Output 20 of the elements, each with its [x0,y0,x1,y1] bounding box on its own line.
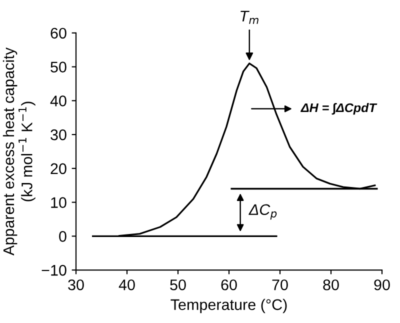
y-tick-label: 30 [50,129,66,140]
x-axis-title: Temperature (°C) [170,298,287,314]
y-tick-label: 50 [50,62,66,72]
y-tick-label: 40 [50,96,66,106]
x-tick-label: 90 [374,279,390,290]
y-tick-label: 0 [59,231,66,242]
x-tick-label: 30 [68,279,84,290]
x-tick-label: 80 [323,279,339,290]
y-tick-label: −10 [42,264,66,276]
x-tick-label: 70 [272,279,288,290]
x-tick-label: 40 [118,279,135,290]
y-tick-label: 60 [50,28,66,39]
annotation: ΔC$_{p}$ [248,204,277,220]
x-tick-label: 50 [170,279,186,290]
y-axis-title: Apparent excess heat capacity (kJ mol$^{−1}$ K$^{−1}$) [2,47,36,256]
y-tick-label: 20 [50,163,66,174]
annotation: T$_{m}$ [240,10,258,24]
y-tick-label: 10 [51,197,66,208]
annotation: ΔH = ∫ΔCpdT [300,102,378,115]
x-tick-label: 60 [221,279,237,290]
